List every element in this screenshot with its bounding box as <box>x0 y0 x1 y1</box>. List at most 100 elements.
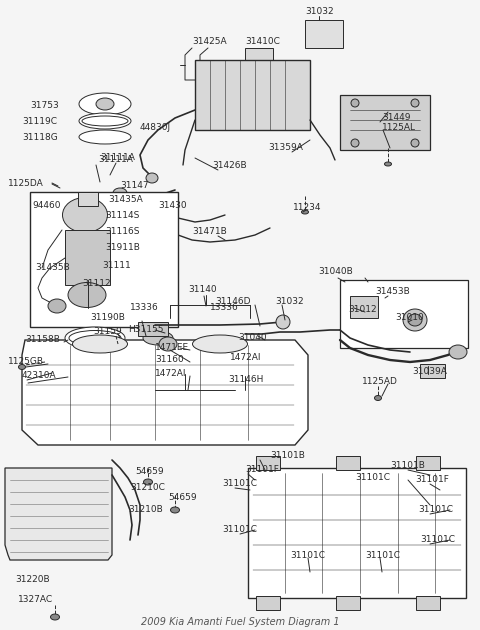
Text: 31210C: 31210C <box>130 483 165 493</box>
Text: 31449: 31449 <box>382 113 410 122</box>
Text: 11234: 11234 <box>293 202 322 212</box>
Text: 1471EE: 1471EE <box>155 343 189 353</box>
Text: 31159: 31159 <box>93 328 122 336</box>
Ellipse shape <box>68 282 106 307</box>
Text: 31118G: 31118G <box>22 134 58 142</box>
Text: 31453B: 31453B <box>375 287 410 297</box>
Ellipse shape <box>146 173 158 183</box>
Ellipse shape <box>19 365 25 370</box>
Text: 31101B: 31101B <box>390 462 425 471</box>
Text: 31101C: 31101C <box>355 474 390 483</box>
Ellipse shape <box>411 99 419 107</box>
Text: 1472AI: 1472AI <box>230 353 262 362</box>
Bar <box>305 20 343 48</box>
Text: 31040: 31040 <box>238 333 266 343</box>
Text: 31146D: 31146D <box>215 297 251 307</box>
Bar <box>350 296 378 318</box>
Bar <box>138 322 168 336</box>
Ellipse shape <box>192 335 248 353</box>
Ellipse shape <box>113 188 127 198</box>
Bar <box>256 456 280 470</box>
Bar <box>336 596 360 610</box>
Text: 31911B: 31911B <box>105 244 140 253</box>
Ellipse shape <box>301 210 309 214</box>
Text: 1327AC: 1327AC <box>18 595 53 605</box>
Bar <box>420 364 445 378</box>
Text: 31101C: 31101C <box>222 525 257 534</box>
Text: 1125GB: 1125GB <box>8 357 44 367</box>
Text: 1125AD: 1125AD <box>362 377 398 386</box>
Text: 31146H: 31146H <box>228 375 264 384</box>
Ellipse shape <box>65 327 125 349</box>
Ellipse shape <box>50 614 60 620</box>
Text: 31114S: 31114S <box>105 212 139 220</box>
Bar <box>336 456 360 470</box>
Text: 31160: 31160 <box>155 355 184 365</box>
Text: 94460: 94460 <box>32 200 60 210</box>
Text: 31101F: 31101F <box>415 476 449 484</box>
Bar <box>245 48 273 70</box>
Polygon shape <box>22 340 308 445</box>
Text: 31359A: 31359A <box>268 144 303 152</box>
Text: 31210B: 31210B <box>128 505 163 515</box>
Text: 1125AL: 1125AL <box>382 123 416 132</box>
Bar <box>195 60 310 130</box>
Ellipse shape <box>144 479 153 485</box>
Text: 31190B: 31190B <box>90 314 125 323</box>
Text: 13336: 13336 <box>210 304 239 312</box>
Bar <box>416 596 440 610</box>
Text: 31101C: 31101C <box>290 551 325 559</box>
Polygon shape <box>5 468 112 560</box>
Text: 31101C: 31101C <box>420 536 455 544</box>
Text: 31119C: 31119C <box>22 118 57 127</box>
Text: 31158B: 31158B <box>25 336 60 345</box>
Text: 44830J: 44830J <box>140 123 171 132</box>
Text: 54659: 54659 <box>135 467 164 476</box>
Ellipse shape <box>449 345 467 359</box>
Text: 13336: 13336 <box>130 304 159 312</box>
Text: 31010: 31010 <box>395 314 424 323</box>
Text: 31220B: 31220B <box>15 575 49 585</box>
Text: 31111A: 31111A <box>98 156 133 164</box>
Text: 1125DA: 1125DA <box>8 178 44 188</box>
Text: 31101C: 31101C <box>222 479 257 488</box>
Ellipse shape <box>276 315 290 329</box>
Bar <box>340 95 430 150</box>
Ellipse shape <box>79 93 131 115</box>
Ellipse shape <box>351 99 359 107</box>
Ellipse shape <box>170 507 180 513</box>
Text: 2009 Kia Amanti Fuel System Diagram 1: 2009 Kia Amanti Fuel System Diagram 1 <box>141 617 339 627</box>
Text: 31012: 31012 <box>348 306 377 314</box>
Text: 31101C: 31101C <box>418 505 453 515</box>
Text: 31116S: 31116S <box>105 227 140 236</box>
Text: 31112: 31112 <box>82 278 110 287</box>
Text: 31753: 31753 <box>30 101 59 110</box>
Ellipse shape <box>374 396 382 401</box>
Text: 31040B: 31040B <box>318 268 353 277</box>
Text: 31410C: 31410C <box>245 38 280 47</box>
Text: 31435A: 31435A <box>108 195 143 205</box>
Ellipse shape <box>143 331 173 345</box>
Text: 31039A: 31039A <box>412 367 447 377</box>
Ellipse shape <box>384 162 392 166</box>
Ellipse shape <box>159 337 177 351</box>
Bar <box>256 596 280 610</box>
Ellipse shape <box>403 309 427 331</box>
Text: 31471B: 31471B <box>192 227 227 236</box>
Text: 31430: 31430 <box>158 200 187 210</box>
Bar <box>416 456 440 470</box>
Bar <box>340 280 468 348</box>
Ellipse shape <box>62 197 108 232</box>
Ellipse shape <box>48 299 66 313</box>
Text: 31032: 31032 <box>305 8 334 16</box>
Text: 31111: 31111 <box>102 261 131 270</box>
Text: 54659: 54659 <box>168 493 197 503</box>
Ellipse shape <box>96 98 114 110</box>
Text: 31435B: 31435B <box>35 263 70 273</box>
Bar <box>248 468 466 598</box>
Text: 31101F: 31101F <box>245 466 279 474</box>
Bar <box>65 230 110 285</box>
Text: 31101B: 31101B <box>270 452 305 461</box>
Text: 1472AI: 1472AI <box>155 370 187 379</box>
Ellipse shape <box>411 139 419 147</box>
